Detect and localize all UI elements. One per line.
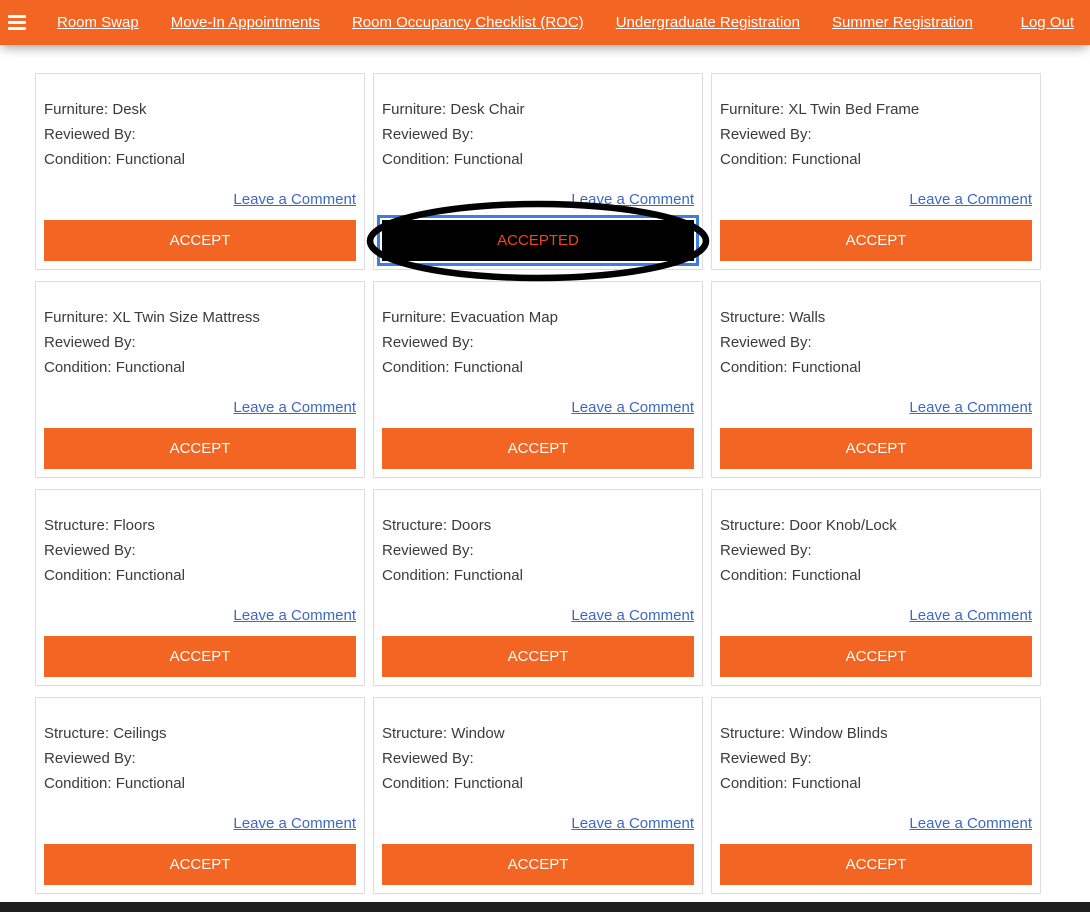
reviewed-by-label: Reviewed By: — [44, 542, 136, 559]
nav-link-room-swap[interactable]: Room Swap — [57, 14, 139, 31]
condition-label: Condition: Functional — [44, 359, 185, 376]
accept-button[interactable]: ACCEPT — [44, 636, 356, 677]
leave-comment-link[interactable]: Leave a Comment — [233, 815, 356, 832]
footer-bar — [0, 902, 1090, 912]
reviewed-by-label: Reviewed By: — [382, 542, 474, 559]
card-title: Structure: Window — [382, 725, 505, 742]
accept-button[interactable]: ACCEPT — [44, 220, 356, 261]
card-title: Structure: Ceilings — [44, 725, 167, 742]
leave-comment-link[interactable]: Leave a Comment — [571, 191, 694, 208]
card-spacer — [44, 210, 356, 220]
nav-link-summer-registration[interactable]: Summer Registration — [831, 14, 973, 31]
checklist-card: Furniture: XL Twin Size Mattress Reviewe… — [35, 281, 365, 478]
card-title: Furniture: XL Twin Size Mattress — [44, 309, 260, 326]
reviewed-by-label: Reviewed By: — [720, 126, 812, 143]
condition-label: Condition: Functional — [44, 151, 185, 168]
condition-label: Condition: Functional — [382, 151, 523, 168]
accept-button[interactable]: ACCEPT — [382, 636, 694, 677]
checklist-card: Structure: Floors Reviewed By: Condition… — [35, 489, 365, 686]
leave-comment-link[interactable]: Leave a Comment — [571, 399, 694, 416]
leave-comment-link[interactable]: Leave a Comment — [233, 191, 356, 208]
reviewed-by-label: Reviewed By: — [720, 542, 812, 559]
nav-link-move-in-appointments[interactable]: Move-In Appointments — [170, 14, 320, 31]
reviewed-by-label: Reviewed By: — [382, 334, 474, 351]
condition-label: Condition: Functional — [720, 567, 861, 584]
checklist-card: Structure: Ceilings Reviewed By: Conditi… — [35, 697, 365, 894]
accept-button[interactable]: ACCEPT — [720, 220, 1032, 261]
card-title: Structure: Walls — [720, 309, 826, 326]
reviewed-by-label: Reviewed By: — [720, 334, 812, 351]
card-spacer — [382, 418, 694, 428]
leave-comment-link[interactable]: Leave a Comment — [909, 399, 1032, 416]
checklist-card: Structure: Door Knob/Lock Reviewed By: C… — [711, 489, 1041, 686]
nav-links: Room Swap Move-In Appointments Room Occupa… — [57, 14, 1021, 31]
accepted-button[interactable]: ACCEPTED — [377, 215, 699, 266]
accept-button[interactable]: ACCEPT — [44, 844, 356, 885]
card-title: Furniture: Desk Chair — [382, 101, 525, 118]
checklist-card: Structure: Doors Reviewed By: Condition:… — [373, 489, 703, 686]
card-spacer — [44, 834, 356, 844]
accept-button[interactable]: ACCEPT — [44, 428, 356, 469]
condition-label: Condition: Functional — [44, 567, 185, 584]
reviewed-by-label: Reviewed By: — [44, 750, 136, 767]
top-nav: Room Swap Move-In Appointments Room Occupa… — [0, 0, 1090, 45]
nav-link-room-occupancy-checklist-roc[interactable]: Room Occupancy Checklist (ROC) — [351, 14, 584, 31]
card-spacer — [720, 626, 1032, 636]
reviewed-by-label: Reviewed By: — [382, 126, 474, 143]
card-spacer — [382, 210, 694, 220]
card-title: Structure: Floors — [44, 517, 155, 534]
checklist-card: Structure: Window Blinds Reviewed By: Co… — [711, 697, 1041, 894]
card-spacer — [382, 834, 694, 844]
card-title: Structure: Doors — [382, 517, 492, 534]
leave-comment-link[interactable]: Leave a Comment — [233, 607, 356, 624]
card-spacer — [44, 418, 356, 428]
card-title: Furniture: XL Twin Bed Frame — [720, 101, 920, 118]
checklist-card: Furniture: XL Twin Bed Frame Reviewed By… — [711, 73, 1041, 270]
leave-comment-link[interactable]: Leave a Comment — [571, 607, 694, 624]
condition-label: Condition: Functional — [720, 359, 861, 376]
leave-comment-link[interactable]: Leave a Comment — [233, 399, 356, 416]
accept-button[interactable]: ACCEPT — [720, 428, 1032, 469]
reviewed-by-label: Reviewed By: — [44, 126, 136, 143]
condition-label: Condition: Functional — [382, 567, 523, 584]
reviewed-by-label: Reviewed By: — [382, 750, 474, 767]
condition-label: Condition: Functional — [382, 359, 523, 376]
card-spacer — [720, 210, 1032, 220]
card-spacer — [720, 834, 1032, 844]
card-title: Furniture: Evacuation Map — [382, 309, 558, 326]
nav-link-log-out[interactable]: Log Out — [1020, 14, 1074, 31]
leave-comment-link[interactable]: Leave a Comment — [909, 191, 1032, 208]
card-spacer — [720, 418, 1032, 428]
accept-button[interactable]: ACCEPT — [720, 636, 1032, 677]
condition-label: Condition: Functional — [44, 775, 185, 792]
nav-link-undergraduate-registration[interactable]: Undergraduate Registration — [615, 14, 800, 31]
accept-button[interactable]: ACCEPT — [720, 844, 1032, 885]
checklist-card: Furniture: Desk Chair Reviewed By: Condi… — [373, 73, 703, 270]
card-title: Structure: Window Blinds — [720, 725, 888, 742]
checklist-card: Structure: Window Reviewed By: Condition… — [373, 697, 703, 894]
checklist-card: Furniture: Desk Reviewed By: Condition: … — [35, 73, 365, 270]
card-title: Structure: Door Knob/Lock — [720, 517, 897, 534]
checklist-card: Structure: Walls Reviewed By: Condition:… — [711, 281, 1041, 478]
reviewed-by-label: Reviewed By: — [720, 750, 812, 767]
card-spacer — [44, 626, 356, 636]
condition-label: Condition: Functional — [720, 151, 861, 168]
accept-button[interactable]: ACCEPT — [382, 844, 694, 885]
hamburger-menu-icon[interactable] — [8, 15, 26, 30]
leave-comment-link[interactable]: Leave a Comment — [571, 815, 694, 832]
leave-comment-link[interactable]: Leave a Comment — [909, 607, 1032, 624]
condition-label: Condition: Functional — [720, 775, 861, 792]
condition-label: Condition: Functional — [382, 775, 523, 792]
card-title: Furniture: Desk — [44, 101, 147, 118]
card-spacer — [382, 626, 694, 636]
checklist-grid: Furniture: Desk Reviewed By: Condition: … — [35, 73, 1041, 894]
checklist-card: Furniture: Evacuation Map Reviewed By: C… — [373, 281, 703, 478]
leave-comment-link[interactable]: Leave a Comment — [909, 815, 1032, 832]
accept-button[interactable]: ACCEPT — [382, 428, 694, 469]
reviewed-by-label: Reviewed By: — [44, 334, 136, 351]
